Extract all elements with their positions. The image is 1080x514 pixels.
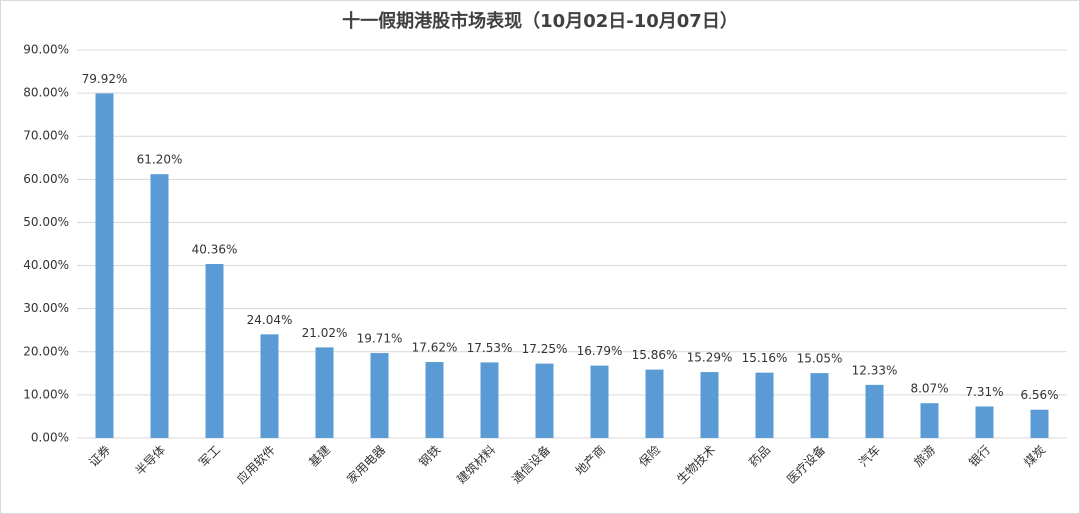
data-label: 40.36% [192,243,238,257]
data-label: 8.07% [910,382,948,396]
data-label: 16.79% [577,344,623,358]
data-label: 15.05% [797,352,843,366]
data-label: 61.20% [137,153,183,167]
bar [755,372,774,438]
bar [810,373,829,438]
y-tick-label: 10.00% [23,387,69,401]
y-tick-label: 40.00% [23,258,69,272]
bar [150,174,169,438]
bar [590,365,609,438]
y-tick-label: 30.00% [23,301,69,315]
data-label: 15.16% [742,351,788,365]
bar [975,406,994,438]
y-tick-label: 70.00% [23,129,69,143]
bar [205,264,224,438]
y-tick-label: 60.00% [23,172,69,186]
y-tick-label: 90.00% [23,43,69,57]
bar [95,93,114,439]
data-label: 19.71% [357,332,403,346]
y-tick-label: 80.00% [23,86,69,100]
data-label: 24.04% [247,313,293,327]
data-label: 6.56% [1020,388,1058,402]
y-tick-label: 0.00% [31,431,69,445]
bar [920,403,939,438]
bar [700,372,719,438]
bar [315,347,334,438]
bar [370,353,389,438]
bar [865,384,884,438]
data-label: 17.25% [522,342,568,356]
data-label: 12.33% [852,363,898,377]
chart-title: 十一假期港股市场表现（10月02日-10月07日） [342,10,738,32]
data-label: 21.02% [302,326,348,340]
data-label: 15.86% [632,348,678,362]
bar [645,369,664,438]
data-label: 7.31% [965,385,1003,399]
bar [260,334,279,438]
data-label: 17.53% [467,341,513,355]
y-tick-label: 20.00% [23,344,69,358]
bar [1030,409,1049,438]
bar [480,362,499,438]
bar [425,362,444,438]
data-label: 15.29% [687,351,733,365]
data-label: 79.92% [82,72,128,86]
data-label: 17.62% [412,341,458,355]
bar [535,363,554,438]
y-tick-label: 50.00% [23,215,69,229]
